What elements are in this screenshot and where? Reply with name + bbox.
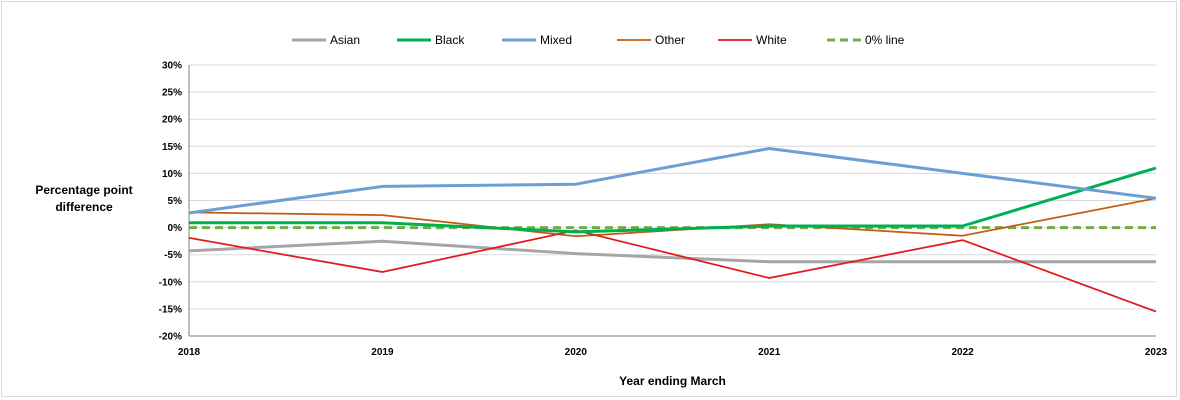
y-axis-title-line-2: difference bbox=[55, 200, 113, 214]
x-tick-label: 2022 bbox=[951, 347, 974, 358]
y-tick-label: 30% bbox=[162, 61, 182, 72]
gridlines bbox=[189, 64, 1156, 337]
x-tick-label: 2023 bbox=[1145, 347, 1168, 358]
x-tick-label: 2019 bbox=[371, 347, 394, 358]
y-tick-label: 15% bbox=[162, 142, 182, 153]
series-line-mixed bbox=[188, 147, 1157, 215]
y-tick-label: 20% bbox=[162, 115, 182, 126]
series-lines bbox=[188, 147, 1157, 313]
y-tick-label: 10% bbox=[162, 169, 182, 180]
y-tick-label: 25% bbox=[162, 88, 182, 99]
series-line-other bbox=[188, 197, 1157, 238]
x-tick-label: 2021 bbox=[758, 347, 781, 358]
series-line-black bbox=[189, 166, 1157, 234]
legend-label: Mixed bbox=[540, 33, 572, 47]
y-tick-label: -5% bbox=[164, 250, 182, 261]
y-tick-label: -15% bbox=[159, 304, 182, 315]
legend-label: Black bbox=[435, 33, 465, 47]
y-tick-label: 0% bbox=[168, 223, 183, 234]
x-tick-label: 2018 bbox=[178, 347, 201, 358]
x-tick-labels: 2018 2019 2020 2021 2022 2023 bbox=[178, 347, 1168, 358]
x-tick-label: 2020 bbox=[565, 347, 588, 358]
x-axis-title: Year ending March bbox=[619, 374, 726, 388]
y-tick-label: -20% bbox=[159, 332, 182, 343]
y-tick-label: 5% bbox=[168, 196, 183, 207]
y-tick-label: -10% bbox=[159, 277, 182, 288]
axes bbox=[188, 65, 1156, 337]
legend-label: Other bbox=[655, 33, 685, 47]
series-line-asian bbox=[188, 239, 1156, 264]
y-axis-title-line-1: Percentage point bbox=[35, 183, 132, 197]
y-tick-labels: 30% 25% 20% 15% 10% 5% 0% -5% -10% -15% -20% bbox=[159, 61, 182, 343]
series-line-white bbox=[188, 229, 1157, 313]
legend-label: White bbox=[756, 33, 787, 47]
legend: Asian Black Mixed Other White 0% line bbox=[292, 33, 905, 47]
legend-label: Asian bbox=[330, 33, 360, 47]
legend-label: 0% line bbox=[865, 33, 905, 47]
